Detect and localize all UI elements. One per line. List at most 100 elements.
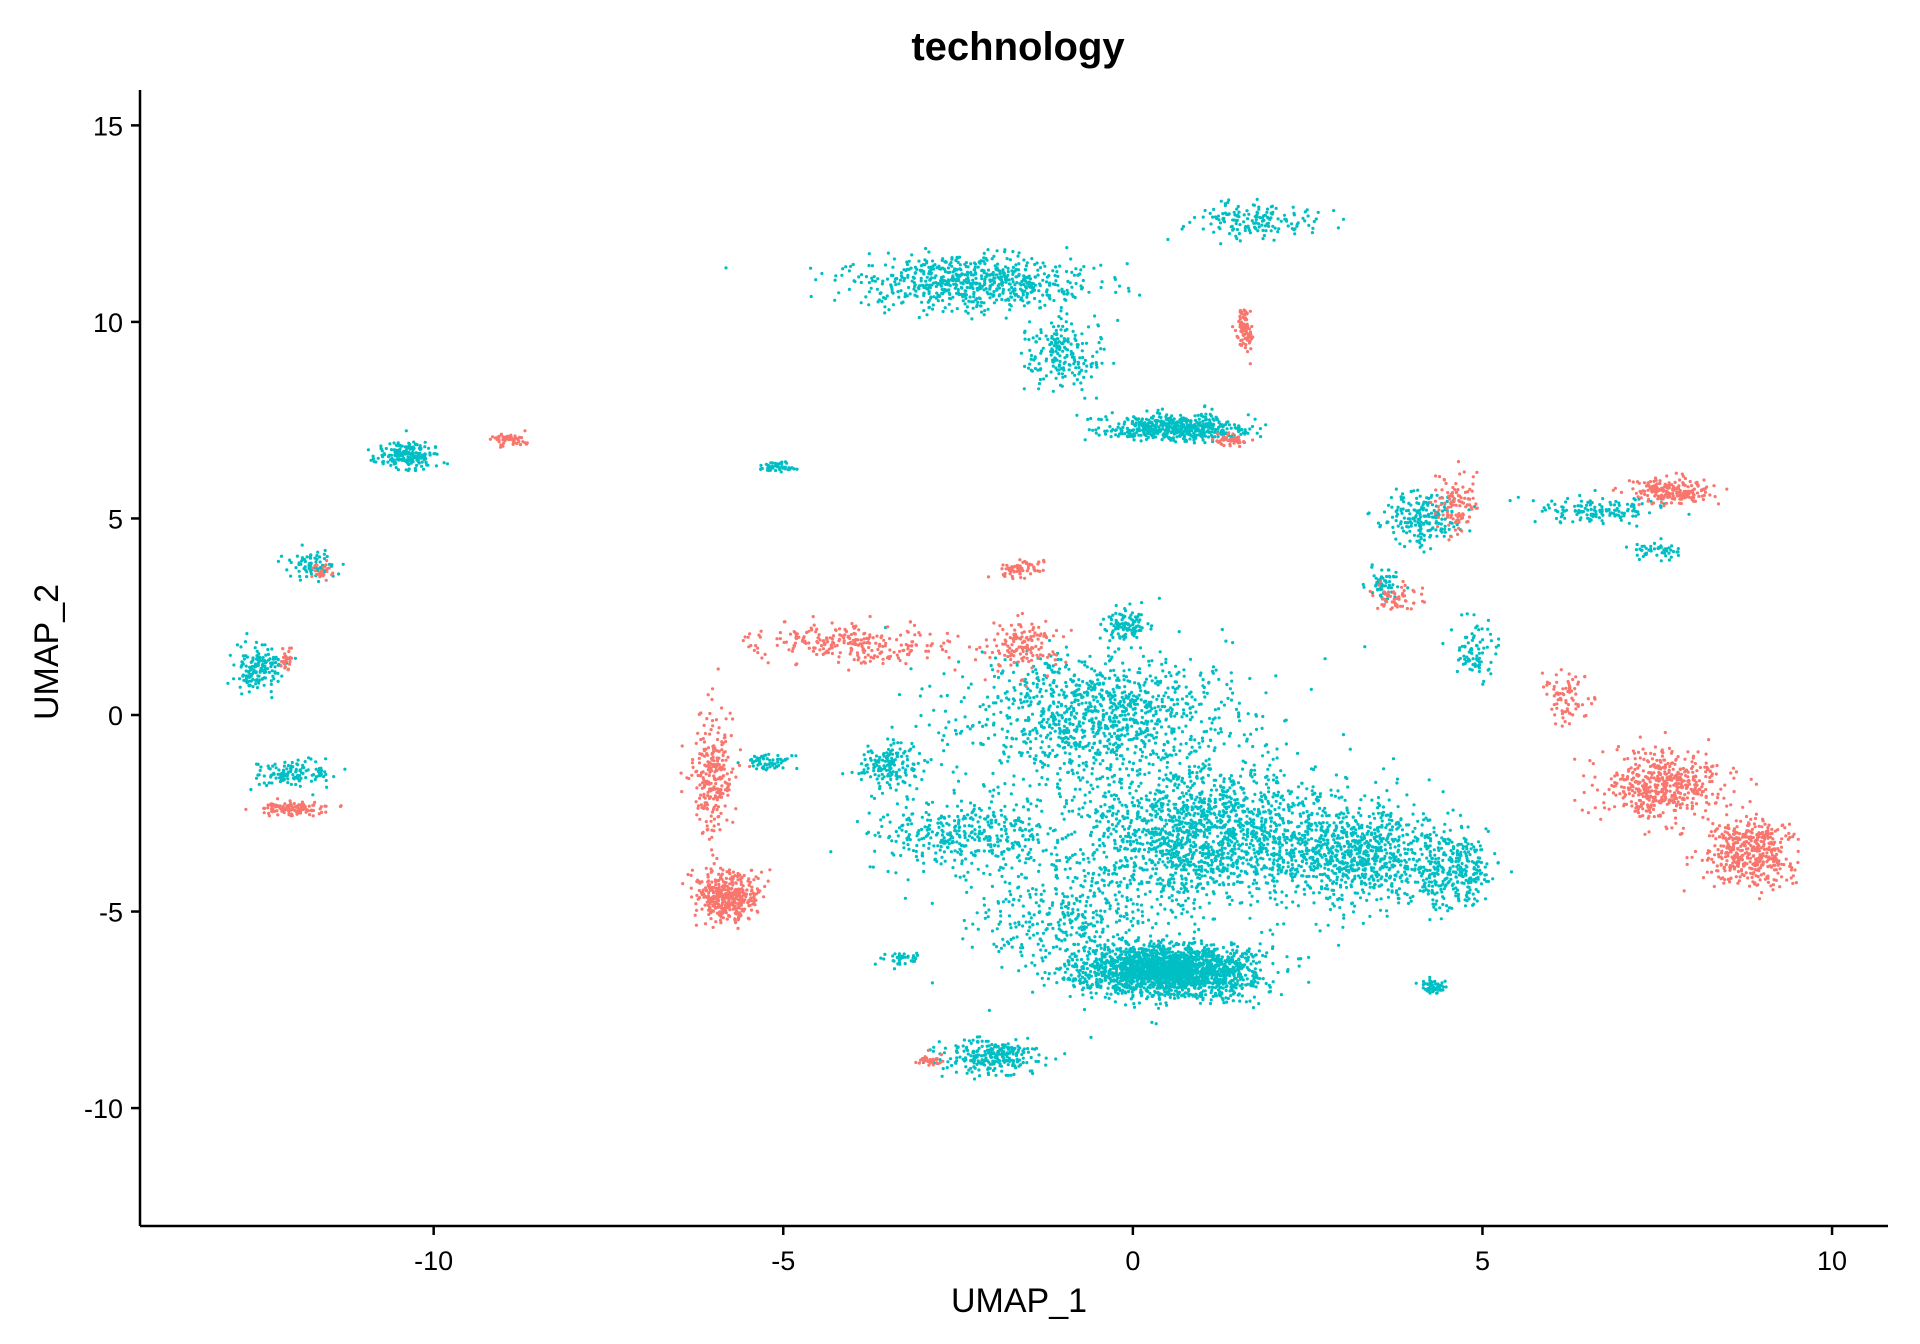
data-point [1082,949,1086,953]
data-point [1385,823,1389,827]
data-point [1102,850,1106,855]
data-point [1098,844,1102,848]
data-point [1376,811,1381,815]
data-point [1313,859,1317,864]
data-point [1113,952,1118,956]
data-point [1116,797,1121,801]
data-point [1189,850,1193,854]
data-point [1114,829,1118,834]
data-point [1103,995,1107,999]
data-point [1385,851,1389,855]
data-point [1207,985,1211,989]
data-point [1077,974,1081,978]
data-point [1246,955,1250,959]
data-point [1349,842,1353,847]
data-point [1179,839,1183,843]
data-point [1138,866,1142,870]
data-point [1257,1002,1261,1006]
data-point [1315,866,1320,870]
data-point [1086,957,1090,961]
data-point [1192,901,1196,905]
data-point [1225,950,1229,954]
data-point [1192,907,1196,911]
data-point [1201,989,1205,993]
data-point [1329,788,1333,792]
data-point [1408,874,1412,878]
data-point [1275,824,1279,828]
data-point [1160,979,1164,983]
data-point [1317,849,1321,853]
data-point [1217,841,1221,846]
data-point [1198,955,1202,960]
data-point [1206,979,1210,983]
data-point [1198,992,1202,996]
data-point [1404,872,1408,876]
data-point [1122,876,1126,881]
data-point [1231,992,1235,996]
data-point [1142,961,1146,966]
data-point [1237,847,1241,851]
data-point [1172,983,1176,987]
data-point [1247,947,1251,951]
data-point [1225,1000,1229,1004]
data-point [1080,988,1084,992]
data-point [1138,835,1142,839]
data-point [1233,847,1237,851]
data-point [1188,863,1193,867]
data-point [1209,998,1213,1002]
points-layer [226,197,1800,1081]
data-point [1312,891,1316,895]
data-point [1174,818,1178,822]
data-point [1031,953,1035,957]
data-point [1112,943,1116,947]
data-point [1145,954,1149,958]
data-point [1454,856,1459,860]
data-point [1277,813,1281,817]
data-point [1235,982,1239,986]
data-point [1334,881,1339,886]
data-point [1176,950,1180,954]
data-point [1293,868,1297,872]
data-point [1248,842,1253,846]
data-point [1330,869,1334,873]
data-point [1274,781,1278,785]
data-point [1202,978,1206,982]
data-point [1251,799,1255,803]
data-point [1420,852,1424,857]
data-point [1165,777,1169,781]
data-point [1106,828,1110,833]
data-point [1425,856,1429,860]
data-point [1271,795,1275,799]
data-point [1115,974,1119,978]
data-point [1137,964,1141,968]
data-point [1351,910,1356,914]
data-point [1345,861,1349,866]
data-point [1365,824,1369,829]
data-point [1414,981,1418,985]
data-point [1145,966,1150,970]
data-point [1207,863,1211,868]
data-point [1326,828,1330,832]
data-point [1446,837,1450,841]
data-point [1384,879,1388,883]
data-point [1238,873,1242,877]
data-point [1372,878,1376,882]
data-point [1292,851,1296,855]
data-point [1111,986,1115,990]
data-point [1154,827,1158,831]
data-point [1222,777,1226,781]
data-point [1191,807,1195,811]
data-point [1394,873,1398,877]
data-point [1389,856,1393,860]
data-point [1363,794,1367,798]
data-point [1217,954,1221,958]
data-point [1219,700,1223,704]
data-point [1241,759,1245,763]
data-point [1244,838,1248,842]
data-point [1229,871,1233,876]
data-point [1434,871,1439,875]
data-point [1128,878,1132,882]
data-point [1377,884,1381,888]
data-point [1472,845,1476,849]
data-point [1153,741,1158,745]
